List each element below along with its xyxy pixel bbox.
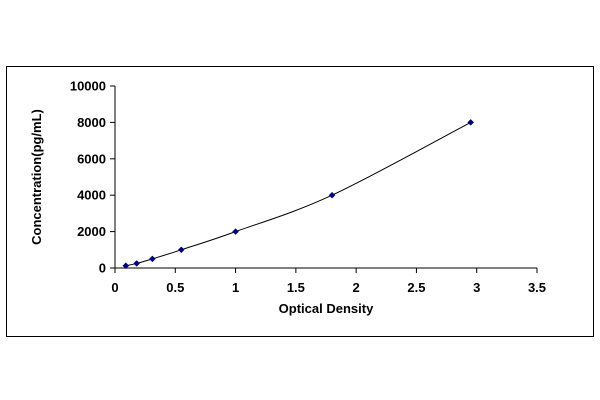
x-axis-ticks: 0 0.5 1 1.5 2 2.5 3 3.5: [111, 268, 546, 295]
x-tick-label: 0.5: [166, 280, 184, 295]
x-tick-label: 2.5: [407, 280, 425, 295]
y-axis-ticks: 0 2000 4000 6000 8000 10000: [70, 79, 115, 276]
data-points: [122, 119, 475, 270]
data-point-marker: [232, 228, 239, 235]
y-tick-label: 10000: [70, 79, 106, 94]
x-tick-label: 2: [353, 280, 360, 295]
data-point-marker: [177, 246, 185, 254]
y-tick-label: 4000: [77, 188, 106, 203]
y-tick-label: 6000: [77, 151, 106, 166]
x-axis-title: Optical Density: [279, 301, 374, 316]
y-tick-label: 0: [99, 261, 106, 276]
series-curve: [125, 121, 471, 267]
x-tick-label: 3: [473, 280, 480, 295]
y-tick-label: 2000: [77, 224, 106, 239]
x-tick-label: 1: [232, 280, 239, 295]
data-point-marker: [328, 191, 336, 199]
x-tick-label: 1.5: [287, 280, 305, 295]
data-point-marker: [149, 255, 156, 263]
y-tick-label: 8000: [77, 115, 106, 130]
data-point-marker: [467, 119, 475, 126]
x-tick-label: 3.5: [528, 280, 546, 295]
data-point-marker: [122, 262, 130, 270]
chart-frame: [6, 66, 594, 337]
data-point-marker: [133, 260, 141, 267]
y-axis-title: Concentration(pg/mL): [29, 109, 44, 245]
x-tick-label: 0: [111, 280, 118, 295]
